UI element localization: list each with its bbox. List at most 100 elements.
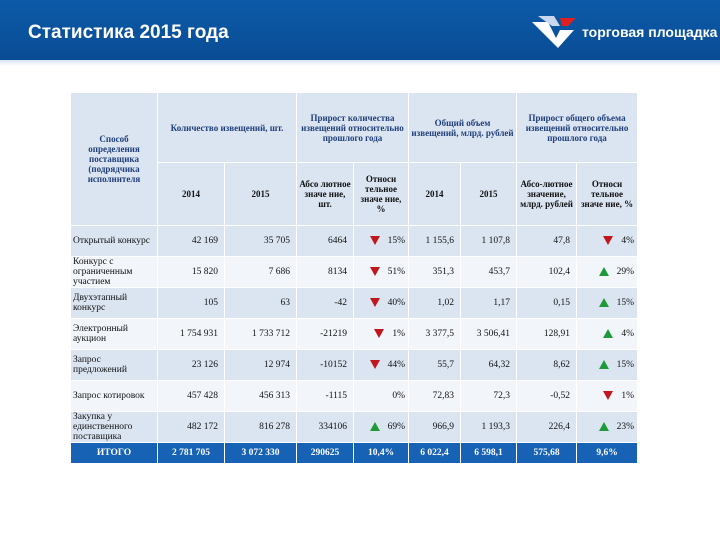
method-name: Закупка у единственного поставщика (70, 411, 158, 443)
method-name-value: Запрос предложений (73, 355, 127, 375)
table-row: Двухэтапный конкурс 105 63 -42 40% 1,02 1,17 0,… (70, 287, 639, 319)
count-rel: 1% (353, 318, 409, 350)
volume-2015-value: 1 193,3 (481, 422, 511, 432)
volume-rel-value: 4% (621, 236, 635, 246)
volume-2014-value: 1 155,6 (425, 236, 455, 246)
count-2015-value: 35 705 (263, 236, 290, 246)
volume-rel-value: 1% (621, 391, 635, 401)
count-abs: -1115 (296, 380, 354, 412)
count-rel-value: 51% (387, 267, 405, 277)
count-2014: 15 820 (157, 256, 225, 288)
header-method: Способ определения поставщика (подрядчик… (70, 92, 158, 226)
volume-abs: 226,4 (516, 411, 578, 443)
count-2014-value: 105 (203, 298, 218, 308)
volume-2014-value: 1,02 (437, 298, 454, 308)
volume-rel-value: 4% (621, 329, 635, 339)
count-2015: 456 313 (224, 380, 297, 412)
total-vabs: 575,68 (516, 442, 578, 464)
method-name: Открытый конкурс (70, 225, 158, 257)
arrow-down-icon (374, 329, 385, 339)
header-2015: 2015 (224, 162, 297, 226)
statistics-table: Способ определения поставщика (подрядчик… (70, 92, 639, 464)
count-rel: 44% (353, 349, 409, 381)
volume-rel: 4% (576, 225, 639, 257)
count-abs-value: 8134 (328, 267, 347, 277)
arrow-up-icon (598, 267, 609, 277)
method-name-value: Двухэтапный конкурс (73, 293, 128, 313)
page-title: Статистика 2015 года (28, 22, 229, 43)
volume-rel: 15% (576, 287, 639, 319)
volume-2015-value: 1,17 (493, 298, 511, 308)
arrow-down-icon (369, 267, 380, 277)
count-2014: 457 428 (157, 380, 225, 412)
volume-abs: 102,4 (516, 256, 578, 288)
count-rel: 40% (353, 287, 409, 319)
count-2015-value: 63 (280, 298, 291, 308)
volume-rel-value: 23% (616, 422, 635, 432)
header-divider (0, 60, 720, 66)
total-v2014: 6 022,4 (408, 442, 461, 464)
volume-2014-value: 351,3 (432, 267, 454, 277)
volume-rel: 15% (576, 349, 639, 381)
count-2015-value: 1 733 712 (252, 329, 290, 339)
count-abs: -10152 (296, 349, 354, 381)
count-2014: 23 126 (157, 349, 225, 381)
total-label: ИТОГО (70, 442, 158, 464)
count-2015: 63 (224, 287, 297, 319)
total-rel: 10,4% (353, 442, 409, 464)
count-abs-value: 6464 (328, 236, 347, 246)
volume-2014-value: 72,83 (432, 391, 454, 401)
volume-2015: 1,17 (459, 287, 518, 319)
header-growth-count: Прирост количества извещений относительн… (296, 92, 409, 163)
count-abs-value: -10152 (320, 360, 347, 370)
volume-2015-value: 3 506,41 (476, 329, 511, 339)
volume-2014-value: 966,9 (432, 422, 454, 432)
count-rel: 15% (353, 225, 409, 257)
count-abs: 6464 (296, 225, 354, 257)
logo: торговая площадка (530, 14, 717, 52)
count-2014-value: 15 820 (191, 267, 218, 277)
count-rel-value: 40% (387, 298, 405, 308)
volume-rel-value: 29% (616, 267, 635, 277)
count-rel-value: 0% (392, 391, 405, 401)
count-rel: 0% (353, 380, 409, 412)
total-row: ИТОГО 2 781 705 3 072 330 290625 10,4% 6… (70, 442, 639, 464)
arrow-up-icon (598, 360, 609, 370)
arrow-down-icon (603, 236, 614, 246)
count-abs-value: 334106 (318, 422, 348, 432)
method-name-value: Электронный аукцион (73, 324, 128, 344)
volume-rel-value: 15% (616, 298, 635, 308)
method-name: Электронный аукцион (70, 318, 158, 350)
volume-abs-value: 0,15 (553, 298, 571, 308)
volume-rel: 1% (576, 380, 639, 412)
count-2014-value: 482 172 (187, 422, 218, 432)
volume-abs-value: 47,8 (553, 236, 571, 246)
count-abs-value: -1115 (325, 391, 347, 401)
volume-2014: 72,83 (408, 380, 461, 412)
volume-rel: 4% (576, 318, 639, 350)
volume-rel: 29% (576, 256, 639, 288)
total-abs: 290625 (296, 442, 354, 464)
method-name-value: Конкурс с ограниченным участием (73, 257, 133, 287)
total-c2014: 2 781 705 (157, 442, 225, 464)
count-abs: 334106 (296, 411, 354, 443)
header-count: Количество извещений, шт. (157, 92, 297, 163)
volume-2015: 64,32 (459, 349, 518, 381)
volume-2014-value: 55,7 (437, 360, 454, 370)
method-name-value: Открытый конкурс (73, 236, 150, 246)
count-2014: 105 (157, 287, 225, 319)
volume-2015: 3 506,41 (459, 318, 518, 350)
count-2015: 816 278 (224, 411, 297, 443)
count-2015: 7 686 (224, 256, 297, 288)
volume-2014: 966,9 (408, 411, 461, 443)
arrow-up-icon (598, 298, 609, 308)
volume-2014: 351,3 (408, 256, 461, 288)
volume-abs: -0,52 (516, 380, 578, 412)
wing-logo-icon (532, 16, 576, 48)
header-growth-volume: Прирост общего объема извещений относите… (516, 92, 639, 163)
count-rel-value: 15% (387, 236, 405, 246)
count-abs-value: -42 (334, 298, 347, 308)
arrow-down-icon (369, 298, 380, 308)
count-abs: 8134 (296, 256, 354, 288)
volume-rel: 23% (576, 411, 639, 443)
